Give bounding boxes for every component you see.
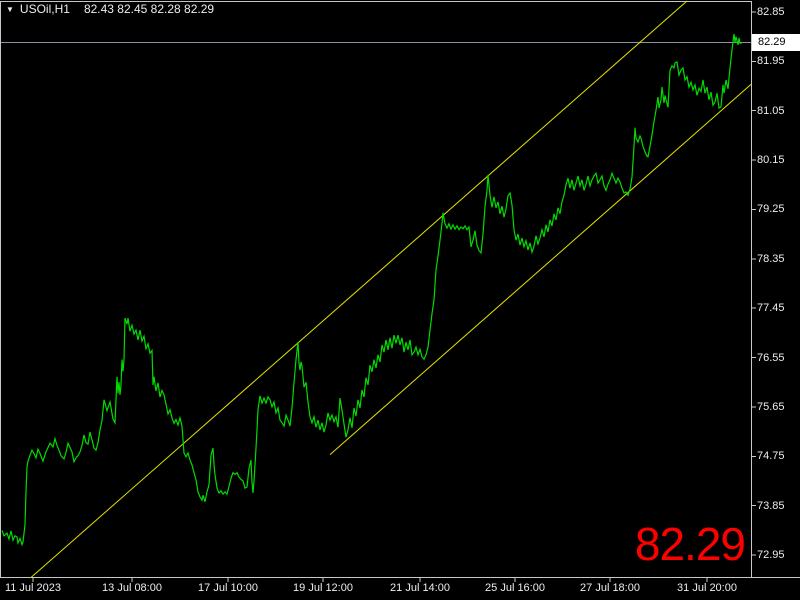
- big-price-display: 82.29: [634, 518, 746, 570]
- price-axis-label: 80.15: [757, 154, 785, 167]
- symbol-timeframe-label: USOil,H1: [19, 2, 70, 16]
- price-axis-label: 75.65: [757, 400, 785, 413]
- current-price-badge: 82.29: [752, 34, 800, 52]
- time-axis-label: 17 Jul 10:00: [198, 582, 258, 594]
- price-axis-label: 73.85: [757, 499, 785, 512]
- time-axis-label: 21 Jul 14:00: [390, 582, 450, 594]
- time-axis-label: 31 Jul 20:00: [677, 582, 737, 594]
- price-axis-label: 79.25: [757, 203, 785, 216]
- trend-channel-lower-line[interactable]: [329, 84, 752, 456]
- time-axis-label: 13 Jul 08:00: [102, 582, 162, 594]
- time-axis-label: 25 Jul 16:00: [485, 582, 545, 594]
- price-line-series: [1, 33, 743, 547]
- price-axis-label: 74.75: [757, 450, 785, 463]
- price-axis-label: 82.85: [757, 6, 785, 18]
- price-axis-label: 76.55: [757, 351, 785, 364]
- time-axis-label: 27 Jul 18:00: [580, 582, 640, 594]
- price-axis-label: 81.95: [757, 55, 785, 68]
- title-bar: ▼ USOil,H1 82.43 82.45 82.28 82.29: [6, 2, 214, 16]
- price-axis-label: 77.45: [757, 302, 785, 315]
- time-axis-label: 11 Jul 2023: [4, 582, 62, 594]
- trend-channel-upper-line[interactable]: [30, 0, 688, 578]
- price-axis-label: 81.05: [757, 104, 785, 117]
- ohlc-readout: 82.43 82.45 82.28 82.29: [83, 2, 215, 16]
- symbol-dropdown-icon[interactable]: ▼: [6, 4, 14, 14]
- price-axis-label: 72.95: [757, 549, 785, 561]
- price-axis-label: 78.35: [757, 252, 785, 265]
- time-axis-label: 19 Jul 12:00: [293, 582, 353, 594]
